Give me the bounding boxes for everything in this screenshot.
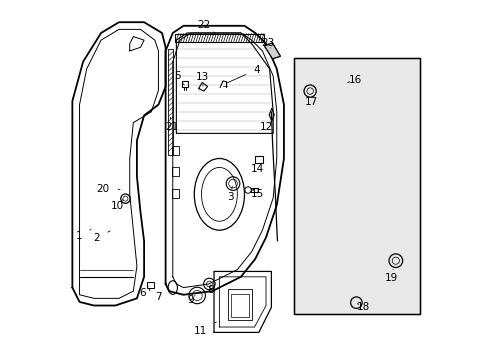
Text: 15: 15 [250,189,264,199]
Text: 1: 1 [75,229,91,240]
Text: 2: 2 [93,231,110,243]
Text: 20: 20 [97,184,120,194]
Text: 8: 8 [206,285,213,295]
Text: 3: 3 [226,186,233,202]
Bar [172,189,179,198]
Text: 5: 5 [174,71,184,85]
Text: 18: 18 [356,302,369,312]
Bar [230,294,248,317]
Text: 14: 14 [250,163,263,174]
Bar [182,81,188,87]
Text: 11: 11 [194,322,216,336]
Bar [255,156,263,163]
Text: 22: 22 [197,20,215,33]
Text: 7: 7 [155,291,169,302]
Bar [147,282,154,288]
Bar [293,58,419,315]
Text: 23: 23 [261,38,274,48]
Bar [168,49,173,155]
Text: 4: 4 [227,64,260,83]
Bar [293,58,419,315]
Bar [172,145,179,155]
Bar [172,167,179,176]
Text: 13: 13 [195,72,208,86]
Text: 10: 10 [111,200,124,211]
Text: 19: 19 [384,270,397,283]
Text: 17: 17 [305,94,318,107]
Text: 12: 12 [260,122,273,132]
Polygon shape [264,43,280,59]
Text: 16: 16 [347,75,361,85]
Text: 6: 6 [139,287,148,298]
Bar [228,289,251,320]
Bar [174,34,264,41]
Text: 9: 9 [187,295,195,305]
Text: 21: 21 [165,117,178,132]
